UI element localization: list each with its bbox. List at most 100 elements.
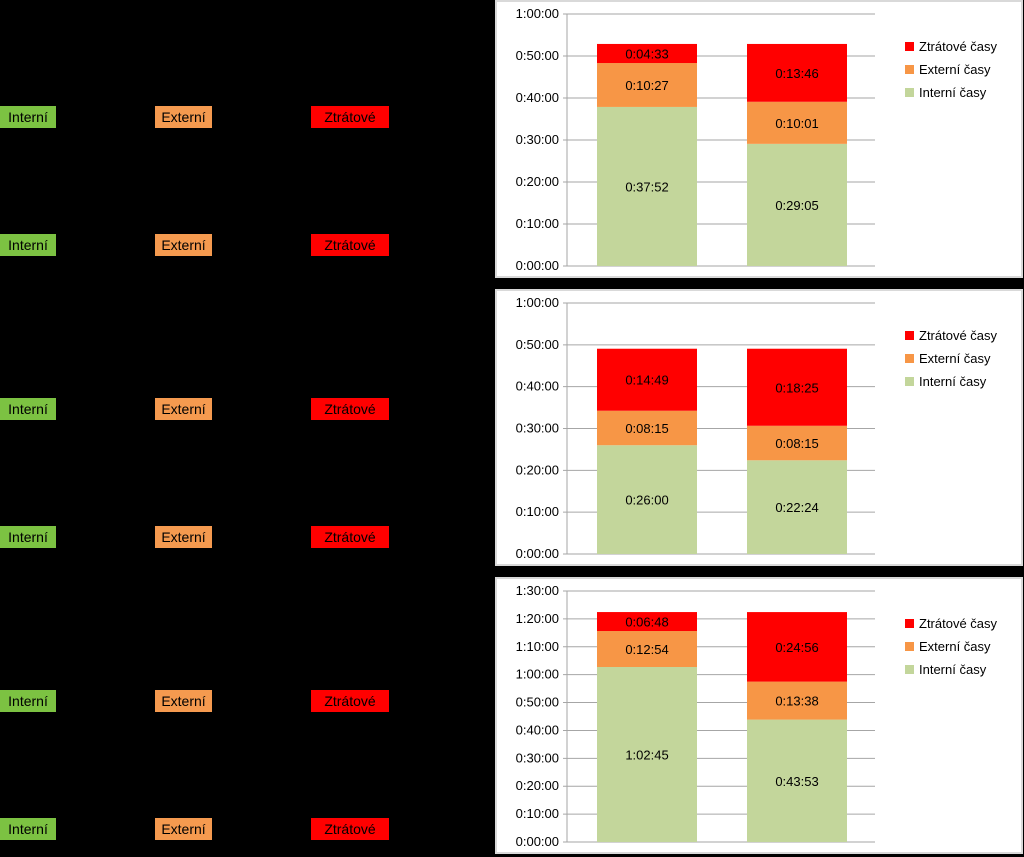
- legend-swatch: [905, 42, 914, 51]
- y-tick-label: 0:20:00: [516, 778, 559, 793]
- y-tick-label: 1:00:00: [516, 6, 559, 21]
- data-label: 0:43:53: [775, 774, 818, 789]
- legend-label: Ztrátové časy: [919, 616, 998, 631]
- y-tick-label: 0:40:00: [516, 90, 559, 105]
- tag-lost: Ztrátové: [311, 398, 389, 420]
- chart-panel-3: 0:00:00 0:10:00 0:20:00 0:30:00 0:40:00 0:50:…: [495, 577, 1023, 854]
- chart-1: 0:00:00 0:10:00 0:20:00 0:30:00 0:40:00 0:50:…: [516, 6, 998, 273]
- data-label: 0:08:15: [625, 421, 668, 436]
- tag-lost: Ztrátové: [311, 818, 389, 840]
- tag-internal: Interní: [0, 234, 56, 256]
- tag-lost: Ztrátové: [311, 234, 389, 256]
- y-tick-label: 0:20:00: [516, 174, 559, 189]
- legend-label: Interní časy: [919, 85, 987, 100]
- bar-segment: [597, 348, 697, 411]
- tag-internal: Interní: [0, 818, 56, 840]
- bar-segment: [747, 612, 847, 682]
- data-label: 0:14:49: [625, 373, 668, 388]
- y-tick-label: 0:10:00: [516, 504, 559, 519]
- tag-external: Externí: [155, 398, 212, 420]
- bar-segment: [597, 63, 697, 107]
- bar-segment: [747, 425, 847, 461]
- legend-swatch: [905, 619, 914, 628]
- data-label: 0:29:05: [775, 198, 818, 213]
- data-label: 0:12:54: [625, 642, 668, 657]
- data-label: 0:37:52: [625, 179, 668, 194]
- data-label: 0:13:38: [775, 694, 818, 709]
- legend-label: Ztrátové časy: [919, 328, 998, 343]
- chart-2: 0:00:00 0:10:00 0:20:00 0:30:00 0:40:00 0:50:…: [516, 295, 998, 561]
- data-label: 0:04:33: [625, 47, 668, 62]
- chart-3: 0:00:00 0:10:00 0:20:00 0:30:00 0:40:00 0:50:…: [516, 583, 998, 849]
- legend-swatch: [905, 65, 914, 74]
- tag-external: Externí: [155, 818, 212, 840]
- data-label: 0:08:15: [775, 436, 818, 451]
- y-tick-label: 0:40:00: [516, 379, 559, 394]
- y-tick-label: 0:00:00: [516, 546, 559, 561]
- tag-internal: Interní: [0, 690, 56, 712]
- legend-label: Externí časy: [919, 639, 991, 654]
- legend-swatch: [905, 354, 914, 363]
- y-tick-label: 0:50:00: [516, 695, 559, 710]
- bar-segment: [597, 666, 697, 842]
- bar-segment: [747, 101, 847, 144]
- tag-lost: Ztrátové: [311, 690, 389, 712]
- chart-panel-2: 0:00:00 0:10:00 0:20:00 0:30:00 0:40:00 0:50:…: [495, 289, 1023, 566]
- legend-label: Externí časy: [919, 351, 991, 366]
- legend-swatch: [905, 88, 914, 97]
- data-label: 0:10:01: [775, 116, 818, 131]
- tag-internal: Interní: [0, 398, 56, 420]
- data-label: 0:18:25: [775, 380, 818, 395]
- data-label: 0:06:48: [625, 615, 668, 630]
- bar-segment: [597, 43, 697, 64]
- tag-internal: Interní: [0, 526, 56, 548]
- data-label: 1:02:45: [625, 747, 668, 762]
- bar-segment: [747, 719, 847, 842]
- bar-segment: [747, 43, 847, 102]
- legend-swatch: [905, 642, 914, 651]
- legend-label: Interní časy: [919, 374, 987, 389]
- legend-label: Externí časy: [919, 62, 991, 77]
- tag-external: Externí: [155, 690, 212, 712]
- y-tick-label: 0:40:00: [516, 722, 559, 737]
- tag-lost: Ztrátové: [311, 526, 389, 548]
- y-tick-label: 0:50:00: [516, 48, 559, 63]
- data-label: 0:13:46: [775, 66, 818, 81]
- y-tick-label: 0:50:00: [516, 337, 559, 352]
- bar-segment: [597, 612, 697, 632]
- bar-segment: [747, 348, 847, 426]
- y-tick-label: 1:20:00: [516, 611, 559, 626]
- y-tick-label: 0:00:00: [516, 258, 559, 273]
- legend-swatch: [905, 331, 914, 340]
- bar-segment: [747, 681, 847, 720]
- data-label: 0:22:24: [775, 500, 818, 515]
- data-label: 0:10:27: [625, 78, 668, 93]
- y-tick-label: 0:00:00: [516, 834, 559, 849]
- legend-label: Ztrátové časy: [919, 39, 998, 54]
- bar-segment: [597, 631, 697, 667]
- tag-internal: Interní: [0, 106, 56, 128]
- data-label: 0:26:00: [625, 493, 668, 508]
- bar-segment: [597, 445, 697, 554]
- y-tick-label: 0:10:00: [516, 216, 559, 231]
- y-tick-label: 0:20:00: [516, 462, 559, 477]
- data-label: 0:24:56: [775, 640, 818, 655]
- y-tick-label: 1:00:00: [516, 667, 559, 682]
- y-tick-label: 1:10:00: [516, 639, 559, 654]
- y-tick-label: 0:30:00: [516, 132, 559, 147]
- tag-external: Externí: [155, 234, 212, 256]
- tag-external: Externí: [155, 106, 212, 128]
- y-tick-label: 1:00:00: [516, 295, 559, 310]
- tag-external: Externí: [155, 526, 212, 548]
- y-tick-label: 0:30:00: [516, 750, 559, 765]
- tag-lost: Ztrátové: [311, 106, 389, 128]
- legend-swatch: [905, 377, 914, 386]
- y-tick-label: 0:30:00: [516, 421, 559, 436]
- y-tick-label: 0:10:00: [516, 806, 559, 821]
- bar-segment: [747, 460, 847, 554]
- bar-segment: [597, 106, 697, 266]
- legend-swatch: [905, 665, 914, 674]
- legend-label: Interní časy: [919, 662, 987, 677]
- bar-segment: [597, 410, 697, 446]
- chart-panel-1: 0:00:00 0:10:00 0:20:00 0:30:00 0:40:00 0:50:…: [495, 0, 1023, 278]
